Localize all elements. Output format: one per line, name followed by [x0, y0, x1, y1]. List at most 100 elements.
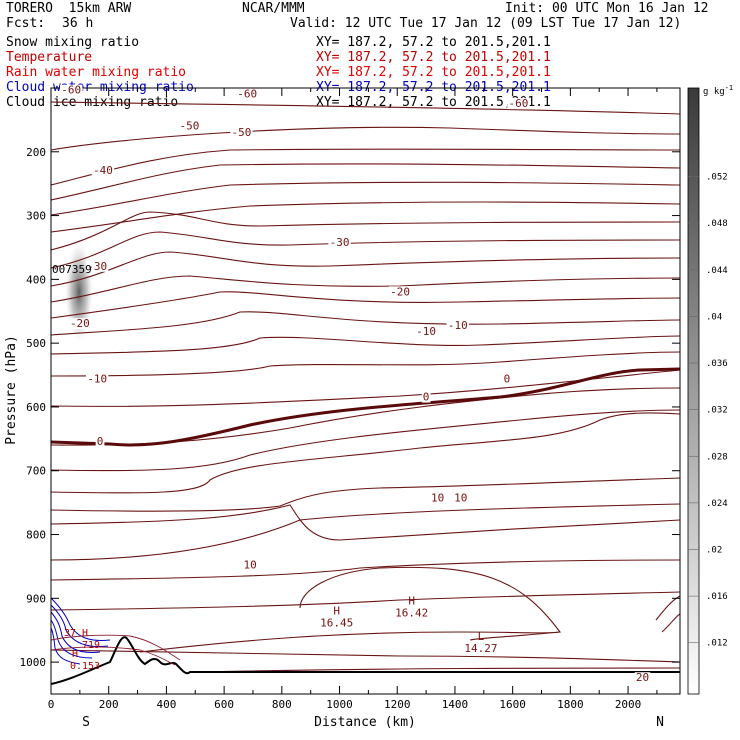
contour-label: 10: [431, 491, 444, 504]
contour-label: -10: [448, 319, 468, 332]
y-tick-label: 900: [26, 592, 46, 605]
forecast-label: Fcst:: [6, 16, 46, 31]
colorbar-tick-label: .04: [706, 312, 722, 322]
model-title: TORERO 15km ARW: [6, 1, 132, 16]
field-name: Temperature: [6, 50, 93, 65]
contour-label-bg: [230, 126, 253, 138]
colorbar-tick-label: .024: [706, 499, 728, 509]
surface-labels: 37 H 719 H 0.153: [64, 628, 100, 672]
terrain-line: [50, 636, 680, 685]
extremum-marker: H: [333, 604, 340, 617]
contour-label: -50: [231, 126, 251, 139]
init-time: Init: 00 UTC Mon 16 Jan 12: [505, 1, 709, 16]
contour-label-bg: [328, 237, 351, 249]
svg-text:719: 719: [82, 640, 100, 651]
isotherm: [51, 504, 680, 541]
temperature-contours: [51, 101, 680, 673]
contour-label: 10: [243, 558, 256, 571]
direction-north: N: [656, 715, 664, 730]
contour-label: 20: [636, 671, 649, 684]
contour-label-bg: [242, 559, 258, 571]
contour-label-bg: [502, 373, 512, 385]
isotherm: [51, 477, 680, 512]
isotherm: [51, 101, 680, 115]
contour-label: -30: [330, 236, 350, 249]
contour-label-bg: [178, 120, 201, 132]
contour-label: 0: [97, 435, 104, 448]
x-tick-label: 600: [214, 698, 234, 711]
contour-label-bg: [91, 165, 115, 177]
direction-south: S: [82, 715, 90, 730]
y-tick-label: 600: [26, 401, 46, 414]
y-tick-label: 700: [26, 465, 46, 478]
isotherm: [51, 181, 680, 216]
isotherm: [51, 351, 680, 377]
isotherm: [51, 201, 680, 233]
contour-label-bg: [85, 373, 109, 385]
contour-label-bg: [414, 325, 438, 337]
isotherm: [51, 148, 680, 186]
plot-frame: [50, 87, 681, 695]
field-xy: XY= 187.2, 57.2 to 201.5,201.1: [316, 65, 551, 80]
contour-label-bg: [634, 672, 651, 684]
isotherm: [51, 412, 680, 494]
contour-label: -50: [180, 119, 200, 132]
isotherm: [51, 291, 680, 319]
contour-label: -20: [70, 317, 90, 330]
colorbar: [687, 87, 700, 695]
field-xy: XY= 187.2, 57.2 to 201.5,201.1: [316, 50, 551, 65]
x-tick-label: 800: [272, 698, 292, 711]
y-tick-label: 500: [26, 337, 46, 350]
isotherm: [199, 667, 680, 673]
contour-label: 0: [423, 391, 430, 404]
isotherm: [51, 559, 680, 581]
extremum-value: 16.42: [395, 607, 428, 620]
colorbar-tick-label: .036: [706, 359, 728, 369]
contour-label: -60: [61, 84, 81, 97]
colorbar-tick-label: .012: [706, 639, 728, 649]
contour-label-bg: [421, 391, 431, 403]
svg-text:0.153: 0.153: [70, 661, 100, 672]
cloud-water-contours: [50, 634, 181, 666]
contour-label: -40: [93, 164, 113, 177]
x-tick-label: 0: [48, 698, 55, 711]
contour-label: -60: [237, 88, 257, 101]
x-tick-label: 1200: [384, 698, 411, 711]
contour-label-bg: [429, 492, 446, 504]
isotherm: [51, 311, 680, 336]
colorbar-tick-label: .02: [706, 545, 722, 555]
contour-label: -10: [416, 325, 436, 338]
isotherm: [661, 613, 680, 633]
extremum-value: 16.45: [320, 616, 353, 629]
isotherm: [655, 595, 680, 621]
contour-label-bg: [59, 84, 83, 96]
colorbar-tick-label: .044: [706, 266, 728, 276]
isotherm: [51, 231, 680, 269]
y-tick-label: 400: [26, 273, 46, 286]
x-axis-title: Distance (km): [314, 715, 416, 730]
isotherm: [51, 387, 680, 446]
field-name: Snow mixing ratio: [6, 35, 140, 50]
colorbar-tick-label: .032: [706, 406, 728, 416]
isotherm: [51, 126, 680, 151]
colorbar-tick-label: .016: [706, 592, 728, 602]
y-tick-label: 1000: [20, 656, 47, 669]
y-tick-label: 200: [26, 146, 46, 159]
isotherm: [299, 566, 562, 641]
colorbar-tick-label: .052: [706, 173, 728, 183]
contour-label-bg: [446, 320, 470, 332]
zero-degree-isotherm: [51, 367, 680, 447]
contour-label-bg: [452, 492, 469, 504]
y-axis-title: Pressure (hPa): [4, 335, 19, 445]
extremum-marker: L: [478, 630, 485, 643]
contour-label-bg: [95, 436, 105, 448]
field-name: Rain water mixing ratio: [6, 65, 187, 80]
contour-label-bg: [507, 98, 530, 110]
snow-maximum-label: 007359: [52, 263, 92, 276]
contour-label: 0: [504, 373, 511, 386]
isotherm: [51, 591, 680, 611]
valid-time: Valid: 12 UTC Tue 17 Jan 12 (09 LST Tue …: [290, 16, 682, 31]
forecast-hour: 36 h: [62, 16, 94, 31]
contour-label-bg: [85, 260, 109, 272]
